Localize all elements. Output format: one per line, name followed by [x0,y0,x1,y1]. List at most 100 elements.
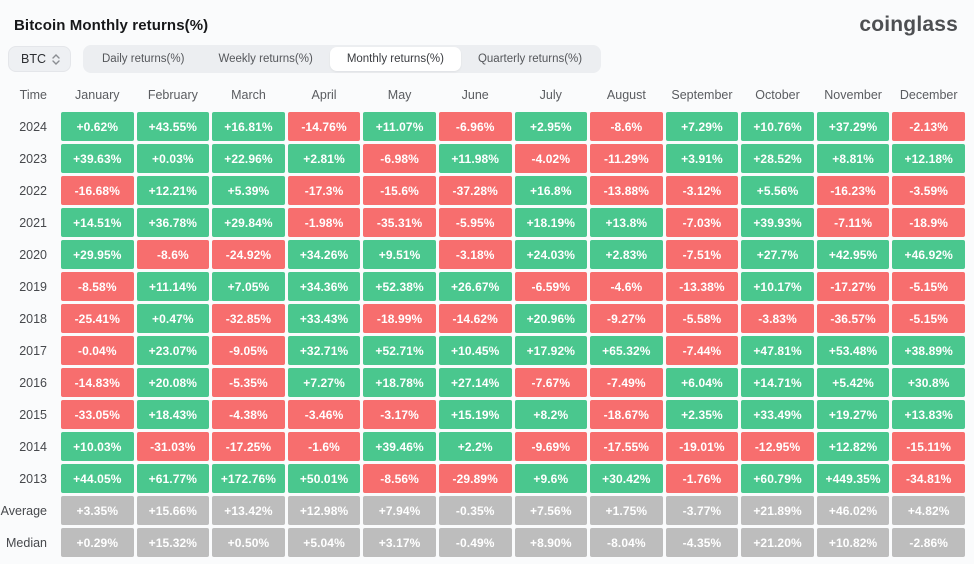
return-cell: -1.6% [287,432,361,461]
return-cell: +34.36% [287,272,361,301]
return-cell: -6.96% [438,112,512,141]
tab-quarterly-returns[interactable]: Quarterly returns(%) [477,53,583,65]
return-cell: -17.27% [816,272,890,301]
table-row: 2024 +0.62% +43.55% +16.81% -14.76% +11.07% -6… [0,112,965,141]
return-cell: -9.69% [514,432,588,461]
return-cell: +0.29% [61,528,134,557]
return-cell: -9.05% [212,336,285,365]
return-cell: +8.90% [514,528,588,557]
table-row: 2022 -16.68% +12.21% +5.39% -17.3% -15.6% -37.… [0,176,965,205]
row-label: 2015 [19,407,47,422]
return-cell: +21.20% [741,528,814,557]
tab-weekly-returns[interactable]: Weekly returns(%) [218,53,313,65]
return-cell: +5.42% [816,368,890,397]
return-cell: +36.78% [136,208,210,237]
updown-icon [52,53,60,65]
coin-selector-value: BTC [21,52,46,66]
tab-daily-returns[interactable]: Daily returns(%) [102,53,185,65]
table-header-row: Time January February March April May June July… [0,85,965,106]
tab-monthly-returns[interactable]: Monthly returns(%) [329,47,461,71]
return-cell: -18.99% [363,304,436,333]
return-cell: -0.04% [61,336,134,365]
returns-table: Time January February March April May June July… [0,85,974,557]
row-label: 2019 [19,279,47,294]
return-cell: +30.42% [590,464,663,493]
column-header: November [824,88,882,102]
table-row: 2014 +10.03% -31.03% -17.25% -1.6% +39.46% +2.… [0,432,965,461]
row-label: 2016 [19,375,47,390]
column-header: February [147,88,198,102]
return-cell: +28.52% [741,144,814,173]
return-cell: -33.05% [61,400,134,429]
return-cell: +0.47% [136,304,210,333]
return-cell: +15.32% [136,528,210,557]
page-header: Bitcoin Monthly returns(%) coinglass [0,0,974,43]
return-cell: +0.50% [212,528,285,557]
return-cell: -4.35% [665,528,739,557]
return-cell: +11.07% [363,112,436,141]
return-cell: +50.01% [287,464,361,493]
return-cell: -7.49% [590,368,663,397]
return-cell: -15.6% [363,176,436,205]
row-label: 2021 [19,215,47,230]
return-cell: +30.8% [892,368,965,397]
return-cell: +52.71% [363,336,436,365]
return-cell: +37.29% [816,112,890,141]
return-cell: +14.51% [61,208,134,237]
return-cell: +1.75% [590,496,663,525]
return-cell: +44.05% [61,464,134,493]
return-cell: -3.12% [665,176,739,205]
table-row: 2021 +14.51% +36.78% +29.84% -1.98% -35.31% -5… [0,208,965,237]
return-cell: -9.27% [590,304,663,333]
table-row: 2020 +29.95% -8.6% -24.92% +34.26% +9.51% -3.1… [0,240,965,269]
return-cell: +42.95% [816,240,890,269]
column-header: June [461,88,489,102]
return-cell: +14.71% [741,368,814,397]
return-cell: +21.89% [741,496,814,525]
return-cell: +10.03% [61,432,134,461]
controls-bar: BTC Daily returns(%) Weekly returns(%) Mon… [0,43,974,81]
row-label: 2020 [19,247,47,262]
return-cell: +43.55% [136,112,210,141]
column-header: September [671,88,733,102]
return-cell: +39.46% [363,432,436,461]
return-cell: -18.9% [892,208,965,237]
column-header: July [539,88,562,102]
row-label: Median [6,535,47,550]
return-cell: -6.59% [514,272,588,301]
return-cell: +12.98% [287,496,361,525]
return-cell: +172.76% [212,464,285,493]
return-cell: +27.14% [438,368,512,397]
return-cell: -8.58% [61,272,134,301]
return-cell: +20.96% [514,304,588,333]
return-cell: +2.35% [665,400,739,429]
return-cell: -13.38% [665,272,739,301]
return-cell: +13.42% [212,496,285,525]
row-label: 2018 [19,311,47,326]
return-cell: +7.94% [363,496,436,525]
return-cell: -13.88% [590,176,663,205]
column-header: August [606,88,646,102]
return-cell: -15.11% [892,432,965,461]
table-row: 2018 -25.41% +0.47% -32.85% +33.43% -18.99% -1… [0,304,965,333]
tab-bar: Daily returns(%) Weekly returns(%) Monthly… [83,45,602,73]
return-cell: +38.89% [892,336,965,365]
return-cell: +3.17% [363,528,436,557]
return-cell: -0.35% [438,496,512,525]
return-cell: -1.76% [665,464,739,493]
return-cell: -36.57% [816,304,890,333]
return-cell: +5.04% [287,528,361,557]
coin-selector[interactable]: BTC [8,46,71,72]
column-header: April [311,88,337,102]
return-cell: +7.29% [665,112,739,141]
return-cell: -14.83% [61,368,134,397]
return-cell: +7.56% [514,496,588,525]
return-cell: +23.07% [136,336,210,365]
return-cell: +12.21% [136,176,210,205]
return-cell: -8.56% [363,464,436,493]
row-label: 2022 [19,183,47,198]
return-cell: +11.98% [438,144,512,173]
return-cell: +13.8% [590,208,663,237]
return-cell: -3.17% [363,400,436,429]
return-cell: +65.32% [590,336,663,365]
